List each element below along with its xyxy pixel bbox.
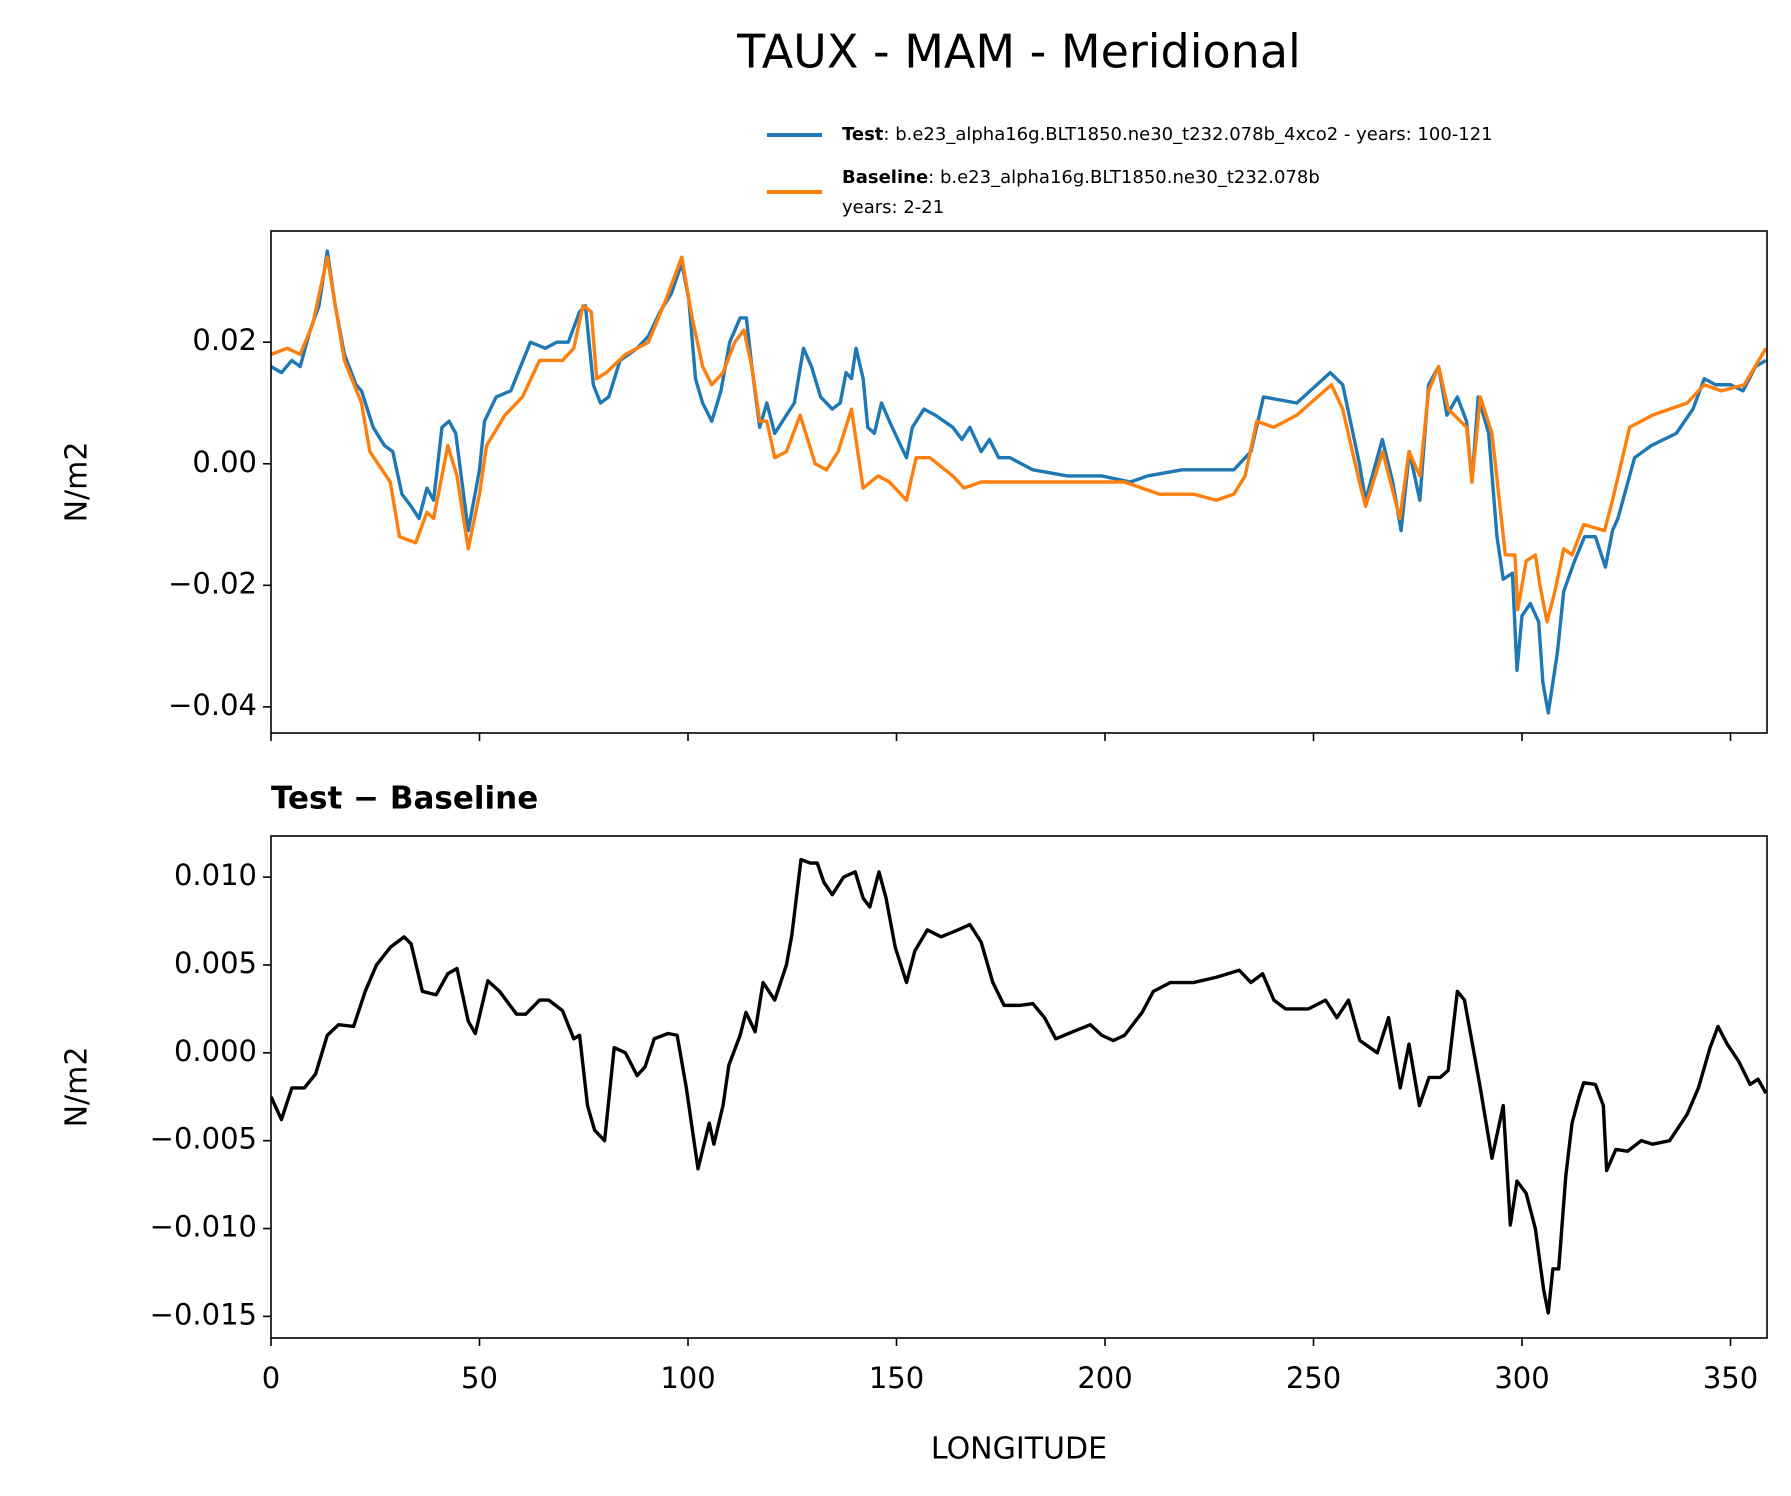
y-tick-label: 0.000 [174, 1034, 257, 1068]
y-tick-label: 0.010 [174, 858, 257, 892]
axes-frame [270, 835, 1768, 1339]
legend-label: : b.e23_alpha16g.BLT1850.ne30_t232.078b [928, 167, 1320, 188]
legend-entry: Baseline: b.e23_alpha16g.BLT1850.ne30_t2… [842, 167, 1320, 188]
y-axis-label: N/m2 [60, 442, 95, 523]
legend-name: Test [842, 124, 884, 145]
x-tick-label: 50 [461, 1361, 498, 1395]
data-line [271, 249, 1767, 715]
x-tick-label: 0 [262, 1361, 280, 1395]
panel-title: Test − Baseline [271, 781, 538, 817]
y-tick-label: −0.02 [168, 566, 257, 600]
x-tick-label: 100 [660, 1361, 715, 1395]
chart-title: TAUX - MAM - Meridional [736, 25, 1301, 79]
y-tick-label: −0.04 [168, 688, 257, 722]
legend-name: Baseline [842, 167, 928, 188]
legend-entry: years: 2-21 [842, 197, 944, 218]
x-tick-label: 350 [1703, 1361, 1758, 1395]
y-axis-label: N/m2 [60, 1047, 95, 1128]
legend-label: years: 2-21 [842, 197, 944, 218]
y-tick-label: 0.02 [192, 323, 257, 357]
y-tick-label: −0.015 [150, 1297, 257, 1331]
data-line [271, 255, 1767, 624]
x-tick-label: 250 [1286, 1361, 1341, 1395]
x-tick-label: 200 [1077, 1361, 1132, 1395]
y-tick-label: −0.005 [150, 1122, 257, 1156]
legend-label: : b.e23_alpha16g.BLT1850.ne30_t232.078b_… [883, 124, 1492, 145]
y-tick-label: 0.00 [192, 445, 257, 479]
y-tick-label: 0.005 [174, 946, 257, 980]
x-axis-label: LONGITUDE [931, 1432, 1107, 1467]
x-tick-label: 150 [869, 1361, 924, 1395]
y-tick-label: −0.010 [150, 1210, 257, 1244]
axes-frame [270, 230, 1768, 734]
x-tick-label: 300 [1494, 1361, 1549, 1395]
data-line [271, 857, 1767, 1315]
legend-entry: Test: b.e23_alpha16g.BLT1850.ne30_t232.0… [842, 124, 1493, 145]
